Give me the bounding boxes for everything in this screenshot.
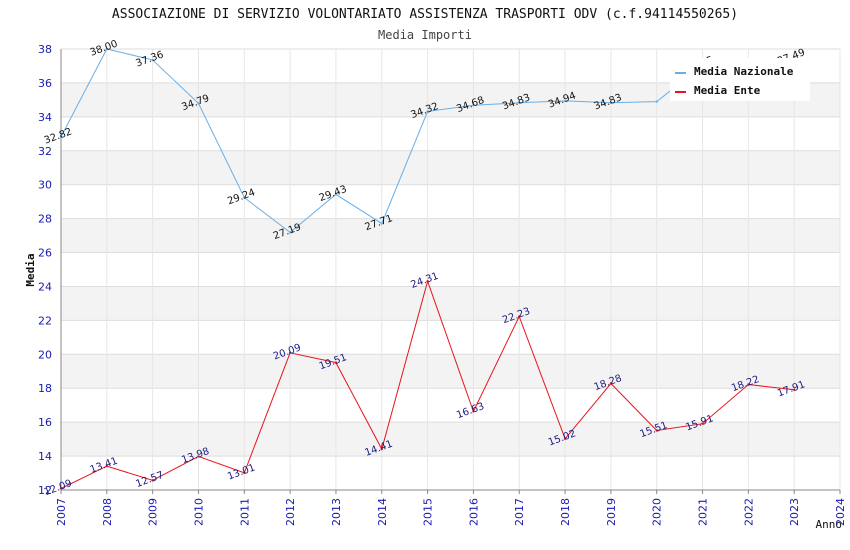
x-tick-label: 2016 xyxy=(467,498,480,526)
data-label: 32.82 xyxy=(43,126,74,146)
x-tick-label: 2007 xyxy=(55,498,68,526)
y-tick-label: 18 xyxy=(38,382,52,395)
x-tick-label: 2010 xyxy=(192,498,205,526)
data-point xyxy=(197,455,200,458)
x-tick-label: 2018 xyxy=(559,498,572,526)
data-point xyxy=(563,437,567,440)
x-tick-label: 2008 xyxy=(101,498,114,526)
x-tick-label: 2021 xyxy=(697,498,710,526)
data-point xyxy=(472,104,475,107)
data-label: 29.43 xyxy=(318,184,349,204)
data-point xyxy=(701,422,704,425)
data-point xyxy=(518,101,521,104)
y-tick-label: 38 xyxy=(38,43,52,56)
data-point xyxy=(426,280,429,283)
x-tick-label: 2019 xyxy=(605,498,618,526)
data-label: 13.01 xyxy=(226,462,257,482)
grid-band xyxy=(61,354,840,389)
legend-label-ente: Media Ente xyxy=(694,84,761,97)
y-tick-label: 34 xyxy=(38,111,52,124)
y-tick-label: 22 xyxy=(38,314,52,327)
data-label: 13.41 xyxy=(89,456,120,476)
data-point xyxy=(151,58,154,62)
y-tick-label: 26 xyxy=(38,247,52,260)
y-tick-label: 32 xyxy=(38,145,52,158)
x-tick-label: 2023 xyxy=(788,498,801,526)
data-point xyxy=(334,361,338,364)
x-tick-label: 2014 xyxy=(376,498,389,526)
legend: Media Nazionale Media Ente xyxy=(670,58,810,101)
y-tick-label: 30 xyxy=(38,179,52,192)
x-tick-label: 2009 xyxy=(147,498,160,526)
chart-subtitle: Media Importi xyxy=(378,28,472,42)
y-tick-label: 20 xyxy=(38,348,52,361)
data-point xyxy=(609,101,613,104)
y-tick-label: 28 xyxy=(38,213,52,226)
data-point xyxy=(609,382,613,385)
data-label: 29.24 xyxy=(226,187,257,207)
y-axis-label: Media xyxy=(24,253,37,286)
data-point xyxy=(105,47,109,51)
x-tick-label: 2015 xyxy=(422,498,435,526)
data-point xyxy=(655,100,658,103)
data-label: 12.09 xyxy=(43,478,74,498)
data-point xyxy=(380,447,383,451)
data-point xyxy=(334,193,338,196)
y-tick-label: 24 xyxy=(38,280,52,293)
legend-label-nazionale: Media Nazionale xyxy=(694,65,794,78)
y-tick-label: 12 xyxy=(38,484,52,497)
data-point xyxy=(59,487,63,490)
y-axis: 12 14 16 18 20 22 24 26 28 30 32 34 36 38 xyxy=(38,43,52,497)
x-tick-label: 2022 xyxy=(742,498,755,526)
data-label: 38.00 xyxy=(89,39,120,59)
x-tick-label: 2012 xyxy=(284,498,297,526)
data-point xyxy=(105,464,109,468)
data-point xyxy=(563,99,567,103)
data-point xyxy=(197,102,200,105)
plot-frame xyxy=(60,49,840,491)
x-tick-label: 2020 xyxy=(651,498,664,526)
chart-title: ASSOCIAZIONE DI SERVIZIO VOLONTARIATO AS… xyxy=(112,7,738,22)
x-tick-label: 2011 xyxy=(238,498,251,526)
data-point xyxy=(380,222,383,225)
grid-band xyxy=(61,286,840,321)
grid-band xyxy=(61,150,840,185)
y-tick-label: 36 xyxy=(38,77,52,90)
data-point xyxy=(288,351,292,354)
x-tick-label: 2024 xyxy=(834,498,847,526)
data-label: 12.57 xyxy=(134,470,165,490)
x-axis-label: Anno xyxy=(816,518,843,531)
legend-box xyxy=(670,58,810,101)
grid-bands xyxy=(61,82,840,457)
data-label: 37.36 xyxy=(134,49,165,69)
x-tick-label: 2017 xyxy=(513,498,526,526)
y-tick-label: 16 xyxy=(38,416,52,429)
data-point xyxy=(518,315,521,318)
data-point xyxy=(288,231,292,234)
data-point xyxy=(243,196,246,199)
data-point xyxy=(243,471,246,475)
data-point xyxy=(426,110,429,113)
x-axis: 2007 2008 2009 2010 2011 2012 2013 2014 2015 2016… xyxy=(55,498,847,526)
grid-band xyxy=(61,422,840,457)
x-tick-label: 2013 xyxy=(330,498,343,526)
data-point xyxy=(655,429,658,432)
data-point xyxy=(792,388,796,391)
data-point xyxy=(472,410,475,413)
data-point xyxy=(151,479,154,482)
data-point xyxy=(747,383,750,386)
data-point xyxy=(59,135,63,139)
grid-band xyxy=(61,218,840,253)
y-tick-label: 14 xyxy=(38,450,52,463)
